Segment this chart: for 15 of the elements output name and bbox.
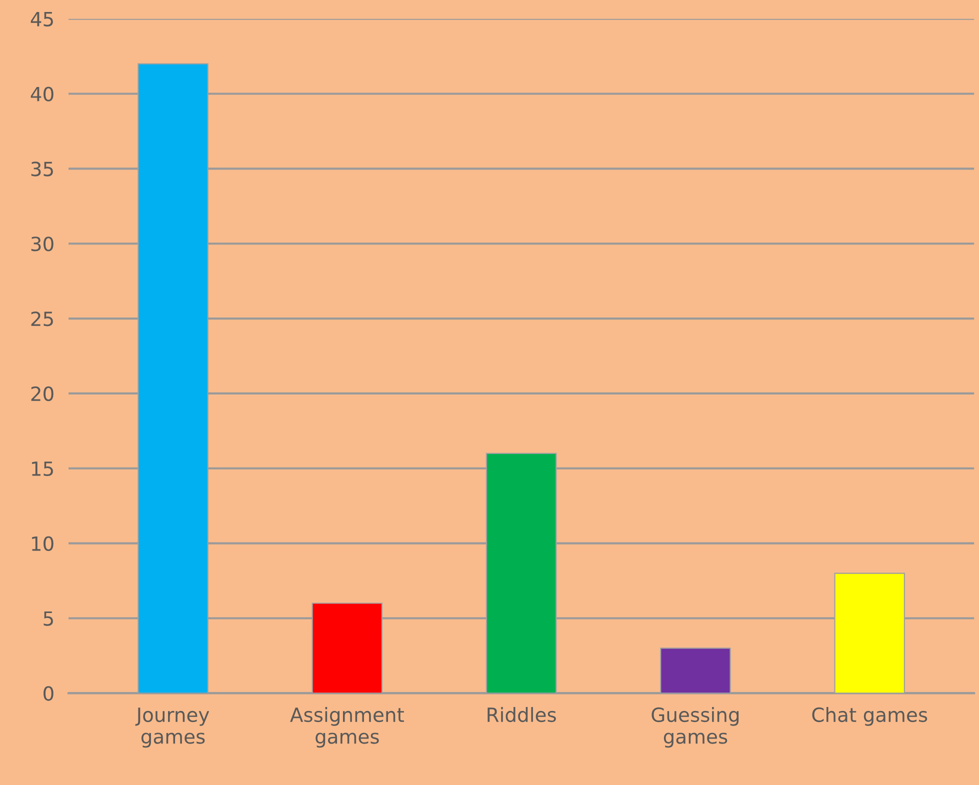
y-tick-label: 40 <box>30 86 54 102</box>
x-tick-label: Chat games <box>812 707 928 726</box>
y-tick-label: 20 <box>31 386 54 402</box>
y-tick-label: 35 <box>31 162 53 176</box>
y-tick-label: 5 <box>44 611 53 626</box>
x-tick-label: Journey games <box>135 708 210 748</box>
y-tick-label: 25 <box>31 311 53 326</box>
y-tick-label: 10 <box>32 536 54 551</box>
y-tick-label: 30 <box>31 236 54 252</box>
y-tick-label: 45 <box>30 12 53 27</box>
x-tick-label: Guessing games <box>652 707 739 748</box>
x-tick-label: Assignment games <box>290 707 404 748</box>
y-tick-label: 0 <box>44 686 54 701</box>
y-tick-label: 15 <box>32 462 53 476</box>
x-tick-label: Riddles <box>488 707 556 722</box>
